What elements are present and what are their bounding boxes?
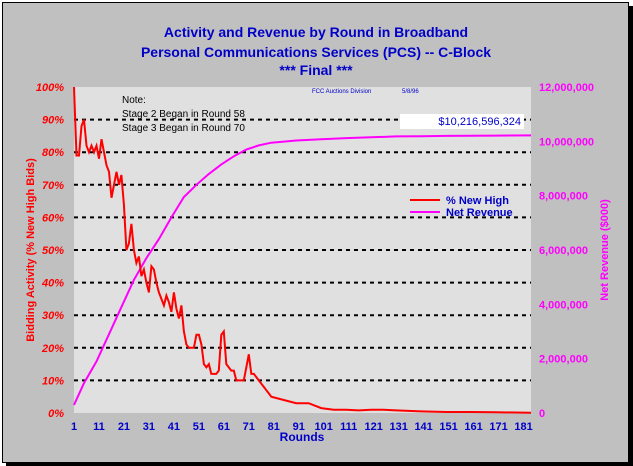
x-axis-ticks: 1 11 21 31 41 51 61 71 81 91 101 111 121 131 141 151 161…	[71, 421, 533, 433]
x-tick-label: 111	[340, 421, 357, 433]
right-axis-ticks: 0 2,000,000 4,000,000 6,000,000 8,000,000 10,…	[539, 82, 594, 420]
x-tick-label: 161	[464, 421, 482, 433]
left-tick-label: 100%	[36, 82, 64, 94]
series-line-net-revenue	[73, 134, 532, 406]
left-axis-label: Bidding Activity (% New High Bids)	[25, 158, 37, 342]
right-tick-label: 6,000,000	[539, 245, 588, 257]
left-tick-label: 30%	[42, 310, 64, 322]
right-tick-label: 2,000,000	[539, 354, 588, 366]
x-tick-label: 131	[389, 421, 407, 433]
legend: % New High Net Revenue	[410, 195, 513, 219]
right-tick-label: 4,000,000	[539, 299, 588, 311]
x-tick-label: 31	[143, 421, 155, 433]
left-tick-label: 50%	[42, 245, 64, 257]
x-tick-label: 11	[93, 421, 105, 433]
left-tick-label: 0%	[48, 408, 64, 420]
x-tick-label: 61	[218, 421, 230, 433]
x-tick-label: 181	[514, 421, 532, 433]
left-tick-label: 40%	[41, 278, 64, 290]
right-tick-label: 12,000,000	[539, 82, 594, 94]
x-tick-label: 141	[414, 421, 432, 433]
left-tick-label: 20%	[41, 343, 64, 355]
chart-subtitle: Personal Communications Services (PCS) -…	[141, 44, 491, 60]
note-title: Note:	[122, 95, 146, 106]
right-axis-label: Net Revenue ($000)	[599, 199, 611, 301]
x-tick-label: 21	[118, 421, 130, 433]
legend-label-new-high: % New High	[446, 195, 509, 207]
legend-label-net-revenue: Net Revenue	[446, 207, 513, 219]
note-stage2: Stage 2 Began in Round 58	[122, 109, 245, 120]
date-label: 5/8/96	[402, 89, 419, 95]
note-stage3: Stage 3 Began in Round 70	[122, 123, 245, 134]
left-tick-label: 10%	[42, 375, 64, 387]
x-tick-label: 41	[168, 421, 180, 433]
left-axis-ticks: 0% 10% 20% 30% 40% 50% 60% 70% 80% 90% 100%	[36, 82, 64, 420]
x-tick-label: 101	[315, 421, 333, 433]
x-tick-label: 121	[364, 421, 382, 433]
chart-title: Activity and Revenue by Round in Broadba…	[164, 24, 468, 40]
revenue-box	[400, 114, 524, 129]
plot-area	[74, 87, 531, 413]
x-axis-label: Rounds	[280, 430, 325, 444]
left-tick-label: 80%	[42, 147, 64, 159]
x-tick-label: 71	[243, 421, 255, 433]
source-label: FCC Auctions Division	[312, 89, 371, 95]
x-tick-label: 51	[193, 421, 205, 433]
x-tick-label: 151	[439, 421, 457, 433]
final-revenue: $10,216,596,324	[438, 116, 521, 128]
x-tick-label: 171	[489, 421, 507, 433]
x-tick-label: 91	[293, 421, 305, 433]
x-tick-label: 1	[71, 421, 77, 433]
series-line-new-high	[73, 86, 532, 414]
right-tick-label: 10,000,000	[539, 136, 594, 148]
left-tick-label: 90%	[42, 115, 64, 127]
right-tick-label: 8,000,000	[539, 191, 588, 203]
right-tick-label: 0	[539, 408, 545, 420]
x-tick-label: 81	[268, 421, 280, 433]
left-tick-label: 60%	[42, 212, 64, 224]
left-tick-label: 70%	[42, 180, 64, 192]
chart-final-label: *** Final ***	[279, 62, 353, 78]
